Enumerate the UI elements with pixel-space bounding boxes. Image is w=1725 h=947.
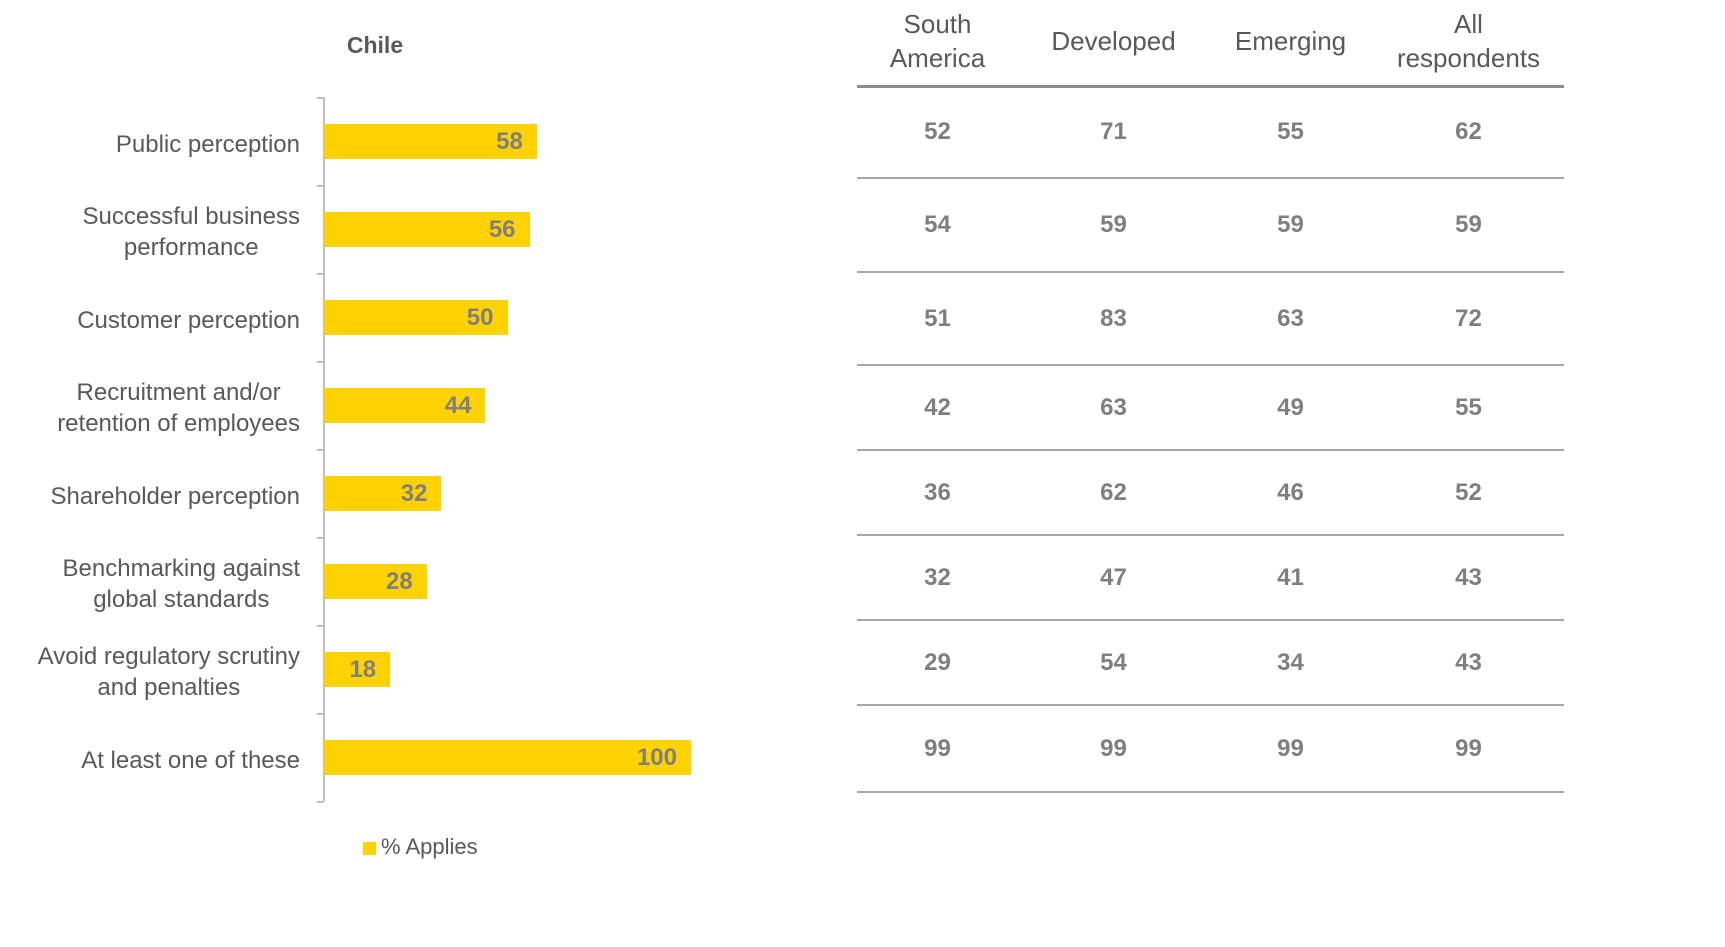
legend-label: % Applies [381, 834, 478, 859]
table-rule [857, 177, 1564, 179]
data-label: 100 [636, 743, 677, 771]
table-cell: 59 [1455, 211, 1482, 238]
category-axis [323, 97, 325, 801]
table-cell: 46 [1277, 478, 1304, 506]
category-label: Shareholder perception [50, 452, 300, 540]
bar [324, 739, 691, 775]
bar [324, 123, 537, 159]
table-cell: 99 [1277, 734, 1304, 762]
axis-tick [317, 625, 324, 627]
table-cell: 99 [924, 734, 951, 762]
data-label: 32 [400, 479, 428, 507]
table-cell: 43 [1455, 563, 1482, 591]
data-label: 56 [488, 215, 516, 243]
bar [324, 299, 508, 335]
category-label: Successful business performance [83, 188, 300, 276]
table-cell: 59 [1100, 211, 1127, 238]
category-label: At least one of these [81, 716, 300, 804]
axis-tick [317, 97, 324, 99]
axis-tick [317, 537, 324, 539]
table-cell: 41 [1277, 563, 1304, 591]
data-label: 28 [386, 567, 413, 595]
table-rule [857, 791, 1564, 793]
axis-tick [317, 273, 324, 275]
table-cell: 62 [1455, 118, 1482, 145]
table-cell: 83 [1100, 304, 1127, 332]
table-rule [857, 704, 1564, 706]
axis-tick [317, 185, 324, 187]
table-rule [857, 271, 1564, 273]
bar [324, 211, 530, 247]
table-cell: 36 [924, 478, 951, 506]
bar [324, 651, 391, 687]
table-cell: 34 [1277, 648, 1304, 676]
table-rule [857, 449, 1564, 451]
category-text: Shareholder perception [50, 482, 300, 510]
table-cell: 59 [1277, 211, 1304, 238]
data-label: 18 [349, 655, 377, 683]
table-cell: 99 [1100, 734, 1127, 762]
category-text: Recruitment and/or retention of employee… [57, 379, 300, 437]
data-label: 58 [496, 127, 523, 155]
category-text: At least one of these [81, 746, 300, 774]
category-label: Avoid regulatory scrutiny and penalties [38, 628, 300, 716]
table-cell: 62 [1100, 478, 1127, 506]
table-cell: 54 [1100, 648, 1127, 676]
table-cell: 55 [1455, 393, 1482, 421]
table-cell: 72 [1455, 304, 1482, 332]
bar [324, 475, 442, 511]
category-label: Public perception [116, 100, 300, 188]
chart-title: Chile [346, 32, 404, 58]
table-cell: 52 [924, 118, 951, 145]
category-text: Public perception [115, 130, 300, 158]
category-text: Avoid regulatory scrutiny and penalties [37, 643, 300, 701]
table-cell: 51 [924, 304, 951, 332]
column-header: Emerging [1202, 0, 1379, 82]
table-cell: 49 [1277, 393, 1304, 421]
table-rule [857, 364, 1564, 366]
data-label: 50 [466, 303, 494, 331]
column-header-text: All respondents [1396, 9, 1541, 73]
bar [324, 387, 486, 423]
axis-tick [317, 449, 324, 451]
table-cell: 52 [1455, 478, 1482, 506]
table-cell: 47 [1100, 563, 1127, 591]
table-cell: 54 [924, 211, 951, 238]
data-label: 44 [444, 391, 472, 419]
column-header: All respondents [1380, 0, 1557, 82]
category-label: Benchmarking against global standards [63, 540, 300, 628]
table-rule [857, 619, 1564, 621]
table-rule [857, 534, 1564, 536]
table-cell: 99 [1455, 734, 1482, 762]
legend-swatch [363, 842, 376, 855]
axis-tick [317, 713, 324, 715]
column-header: Developed [1025, 0, 1202, 82]
table-cell: 43 [1455, 648, 1482, 676]
table-cell: 63 [1277, 304, 1304, 332]
table-cell: 55 [1277, 118, 1304, 145]
table-rule [857, 85, 1564, 88]
table-cell: 32 [924, 563, 951, 591]
column-header: South America [849, 0, 1026, 82]
axis-tick [317, 801, 324, 803]
table-cell: 71 [1100, 118, 1127, 145]
column-header-text: South America [889, 9, 986, 73]
category-text: Successful business performance [82, 203, 300, 261]
table-cell: 42 [924, 393, 951, 421]
bar [324, 563, 427, 599]
category-text: Customer perception [77, 306, 300, 334]
category-label: Recruitment and/or retention of employee… [57, 364, 300, 452]
table-cell: 29 [924, 648, 951, 676]
table-cell: 63 [1100, 393, 1127, 421]
axis-tick [317, 361, 324, 363]
column-header-text: Developed [1051, 26, 1176, 56]
column-header-text: Emerging [1234, 26, 1347, 56]
category-text: Benchmarking against global standards [62, 555, 300, 613]
category-label: Customer perception [77, 276, 300, 364]
